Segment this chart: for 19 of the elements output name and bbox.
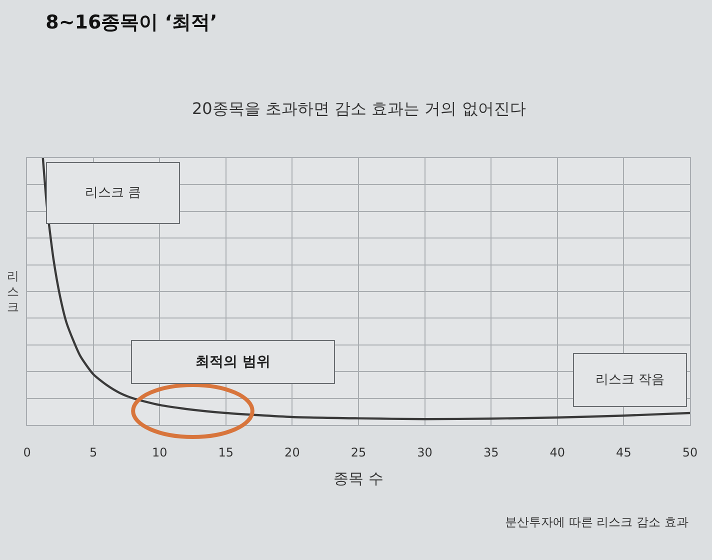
text: 분산투자에 따른 리스크 감소 효과 <box>505 515 688 529</box>
annotation: 최적의 범위 <box>196 354 270 370</box>
x-tick-label: 30 <box>417 445 432 460</box>
x-tick-label: 0 <box>23 445 31 460</box>
x-tick-label: 35 <box>483 445 499 460</box>
annotation: 리스크 작음 <box>595 372 665 388</box>
x-tick-label: 40 <box>550 445 566 460</box>
x-tick-label: 25 <box>350 445 366 460</box>
x-tick-label: 15 <box>218 445 234 460</box>
annotation: 리스크 큼 <box>84 186 142 200</box>
x-tick-label: 50 <box>682 445 698 460</box>
x-tick-label: 45 <box>616 445 632 460</box>
chart-subtitle: 20종목을 초과하면 감소 효과는 거의 없어진다 <box>192 99 526 118</box>
y-axis-title: 리스크 <box>7 269 19 314</box>
x-tick-label: 10 <box>152 445 168 460</box>
x-tick-label: 20 <box>284 445 300 460</box>
chart-title: 8~16종목이 ‘최적’ <box>46 12 218 34</box>
x-axis-title: 종목 수 <box>334 469 384 488</box>
x-tick-label: 5 <box>89 445 98 460</box>
